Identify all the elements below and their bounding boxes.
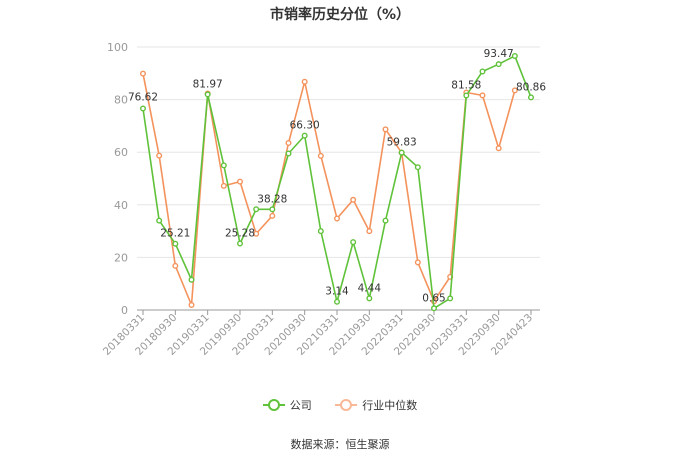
y-tick-label: 80 — [114, 94, 128, 107]
data-label: 81.58 — [451, 79, 481, 91]
data-label: 3.14 — [325, 286, 349, 298]
legend-company-label: 公司 — [289, 399, 312, 412]
grid-lines — [137, 46, 540, 258]
data-labels: 76.62 25.21 81.97 25.28 38.28 66.30 3.14 4.44 59… — [128, 48, 546, 304]
data-source-note: 数据来源：恒生聚源 — [290, 438, 390, 451]
data-label: 76.62 — [128, 91, 158, 103]
industry-median-point — [479, 92, 486, 99]
data-label: 25.21 — [160, 228, 190, 240]
company-point — [236, 240, 243, 247]
company-point — [204, 91, 211, 98]
data-label: 59.83 — [387, 137, 417, 149]
industry-median-point — [317, 152, 324, 159]
y-tick-label: 20 — [114, 251, 128, 264]
data-label: 93.47 — [484, 48, 514, 60]
data-label: 0.65 — [422, 292, 445, 304]
legend-item-company[interactable]: 公司 — [262, 397, 312, 413]
industry-median-point — [172, 262, 179, 269]
series-lines — [139, 52, 535, 312]
industry-median-point — [253, 230, 260, 237]
company-point — [285, 150, 292, 157]
company-point — [350, 239, 357, 246]
y-tick-label: 0 — [121, 304, 128, 317]
company-point — [414, 164, 421, 171]
company-point — [447, 295, 454, 302]
y-tick-label: 40 — [114, 199, 128, 212]
company-point — [479, 68, 486, 75]
data-label: 4.44 — [358, 282, 382, 294]
company-point — [253, 206, 260, 213]
company-point — [366, 295, 373, 302]
company-point — [172, 240, 179, 247]
legend-company-swatch — [262, 399, 285, 411]
industry-median-point — [495, 145, 502, 152]
company-point — [188, 276, 195, 283]
industry-median-point — [285, 139, 292, 146]
data-label: 38.28 — [257, 193, 287, 205]
company-point — [220, 162, 227, 169]
company-point — [334, 298, 341, 305]
company-point — [317, 228, 324, 235]
company-point — [301, 132, 308, 139]
company-point — [495, 61, 502, 68]
data-label: 80.86 — [516, 81, 546, 93]
company-point — [269, 206, 276, 213]
industry-median-point — [414, 259, 421, 266]
industry-median-point — [301, 78, 308, 85]
company-point — [463, 92, 470, 99]
legend-item-industry-median[interactable]: 行业中位数 — [335, 397, 417, 413]
company-point — [398, 149, 405, 156]
legend-industry-swatch — [335, 399, 358, 411]
chart-title: 市销率历史分位（%） — [269, 7, 411, 23]
data-label: 66.30 — [290, 120, 320, 132]
company-point — [156, 217, 163, 224]
industry-median-point — [220, 182, 227, 189]
data-label: 25.28 — [225, 228, 255, 240]
company-point — [528, 94, 535, 101]
y-tick-label: 60 — [114, 146, 128, 159]
industry-median-point — [269, 212, 276, 219]
legend-industry-label: 行业中位数 — [362, 399, 418, 412]
industry-median-point — [188, 302, 195, 309]
industry-median-point — [236, 178, 243, 185]
industry-median-point — [511, 87, 518, 94]
company-point — [382, 217, 389, 224]
industry-median-point — [366, 228, 373, 235]
y-tick-label: 100 — [107, 41, 128, 54]
industry-median-point — [139, 70, 146, 77]
industry-median-point — [382, 126, 389, 133]
data-label: 81.97 — [193, 78, 223, 90]
industry-median-point — [334, 215, 341, 222]
industry-median-point — [350, 196, 357, 203]
legend: 公司 行业中位数 — [0, 397, 680, 414]
company-point — [139, 105, 146, 112]
company-point — [511, 52, 518, 59]
industry-median-point — [156, 152, 163, 159]
company-point — [431, 305, 438, 312]
